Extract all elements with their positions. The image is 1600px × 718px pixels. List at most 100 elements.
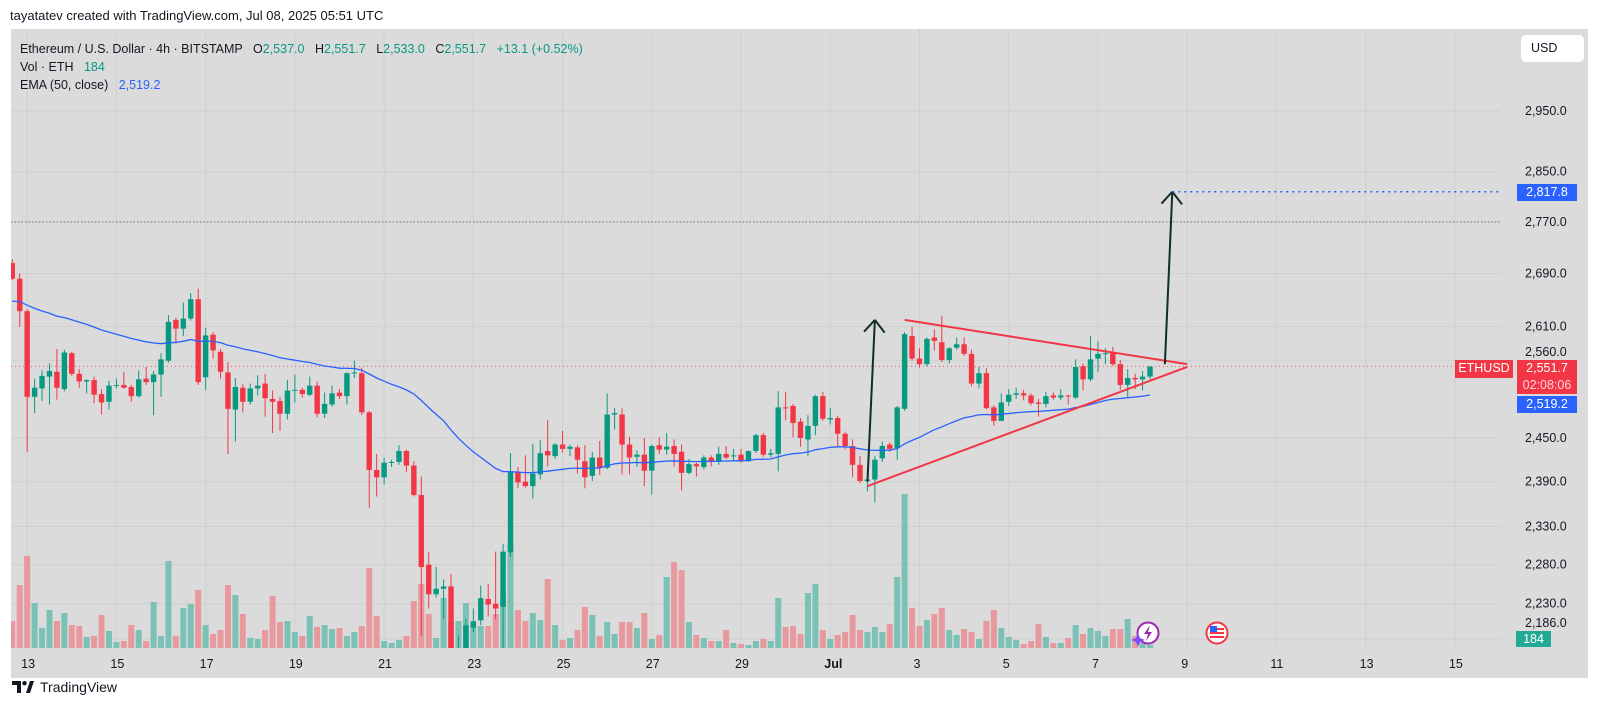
candle-body [961,344,967,354]
candle-body [1013,393,1019,395]
price-tick-label: 2,230.0 [1525,597,1567,611]
volume-bar [827,639,834,648]
volume-bar [864,632,871,648]
candle-body [299,389,306,395]
chart-panel[interactable] [11,29,1588,678]
tradingview-logo-icon [12,681,34,693]
volume-bar [1065,638,1072,648]
candle-body [559,444,566,449]
candle-body [738,454,744,462]
candle-body [173,319,179,329]
volume-bar [760,639,767,648]
candle-body [1050,395,1057,398]
candle-body [790,405,796,424]
high-value: 2,551.7 [323,42,366,56]
candle-body [314,385,320,414]
volume-bar [990,610,997,648]
price-tick-label: 2,610.0 [1525,320,1567,334]
time-tick-label: 13 [1360,657,1374,671]
volume-bar [373,616,380,648]
price-tick-label: 2,330.0 [1525,519,1567,533]
candle-body [1147,366,1153,377]
candle-body [626,444,633,458]
candle-body [165,321,172,361]
lower-trendline[interactable] [867,365,1188,488]
drawings[interactable] [863,190,1500,488]
volume-bar [953,635,960,648]
volume-bar [321,625,328,648]
currency-button[interactable]: USD [1521,35,1584,62]
volume-bar [195,590,202,648]
candle-body [716,453,722,462]
volume-bar [135,630,142,648]
us-flag-icon[interactable] [1205,621,1229,645]
candle-body [1125,377,1131,385]
candle-body [544,451,551,456]
candle-body [1080,366,1086,380]
volume-bar [1005,637,1012,648]
candle-body [686,464,692,473]
legend-main-series[interactable]: Ethereum / U.S. Dollar · 4h · BITSTAMP O… [20,40,583,58]
legend-volume[interactable]: Vol · ETH 184 [20,58,583,76]
volume-bar [46,610,53,648]
candle-body [359,373,365,413]
candle-body [939,342,945,361]
volume-bar [410,601,417,648]
candle-body [589,457,596,476]
volume-bar [39,628,46,648]
target-price-badge: 2,817.8 [1517,184,1577,201]
upper-trendline[interactable] [904,318,1188,366]
candle-body [321,403,328,414]
candle-body [336,392,343,397]
sparkle-icon[interactable] [1131,633,1145,647]
candle-body [1006,394,1012,402]
candle-body [433,588,439,595]
candle-body [1035,402,1042,404]
candle-body [768,453,774,455]
volume-bar [1102,636,1109,648]
volume-bar [477,626,484,648]
volume-bar [395,640,402,648]
volume-bar [998,628,1005,648]
candle-body [1043,396,1049,404]
candle-body [98,394,105,403]
candle-body [552,444,558,457]
volume-bar [210,634,217,648]
volume-bar [299,636,306,648]
volume-bar [16,585,23,648]
breakout-arrow-1[interactable] [866,319,876,482]
volume-bar [909,608,916,648]
ema-line[interactable] [12,300,1151,474]
candle-body [998,402,1004,421]
breakout-arrow-2[interactable] [1163,191,1174,365]
volume-bar [671,562,678,648]
volume-bar [158,636,165,648]
candle-body [217,351,224,372]
candle-body [991,407,997,421]
close-label: C [435,42,445,56]
lightning-event-icon[interactable] [1136,621,1160,645]
legend-ema[interactable]: EMA (50, close) 2,519.2 [20,76,583,94]
candle-body [708,457,714,462]
volume-bar [983,621,990,648]
chart-legend[interactable]: Ethereum / U.S. Dollar · 4h · BITSTAMP O… [20,40,583,94]
volume-bar [262,630,269,648]
candle-body [381,462,387,478]
candle-body [76,373,82,382]
candle-body [887,444,893,449]
time-axis[interactable]: 13 15 17 19 21 23 25 27 29 Jul 3 5 7 9 11 13 15 [21,657,1463,671]
last-price: 2,551.7 [1526,361,1568,375]
volume-bar [113,642,120,648]
volume-bar [916,626,923,648]
footer-brand[interactable]: TradingView [12,679,117,695]
price-axis[interactable]: 2,950.0 2,850.0 2,770.0 2,690.0 2,610.0 2,560… [1525,104,1567,630]
volume-bar [1057,643,1064,648]
candle-body [522,481,529,487]
volume-bar [804,593,811,648]
volume-bar [31,603,38,648]
candle-body [507,472,514,553]
volume-bar [366,568,373,648]
candle-body [470,621,477,628]
candle-body [582,461,588,478]
